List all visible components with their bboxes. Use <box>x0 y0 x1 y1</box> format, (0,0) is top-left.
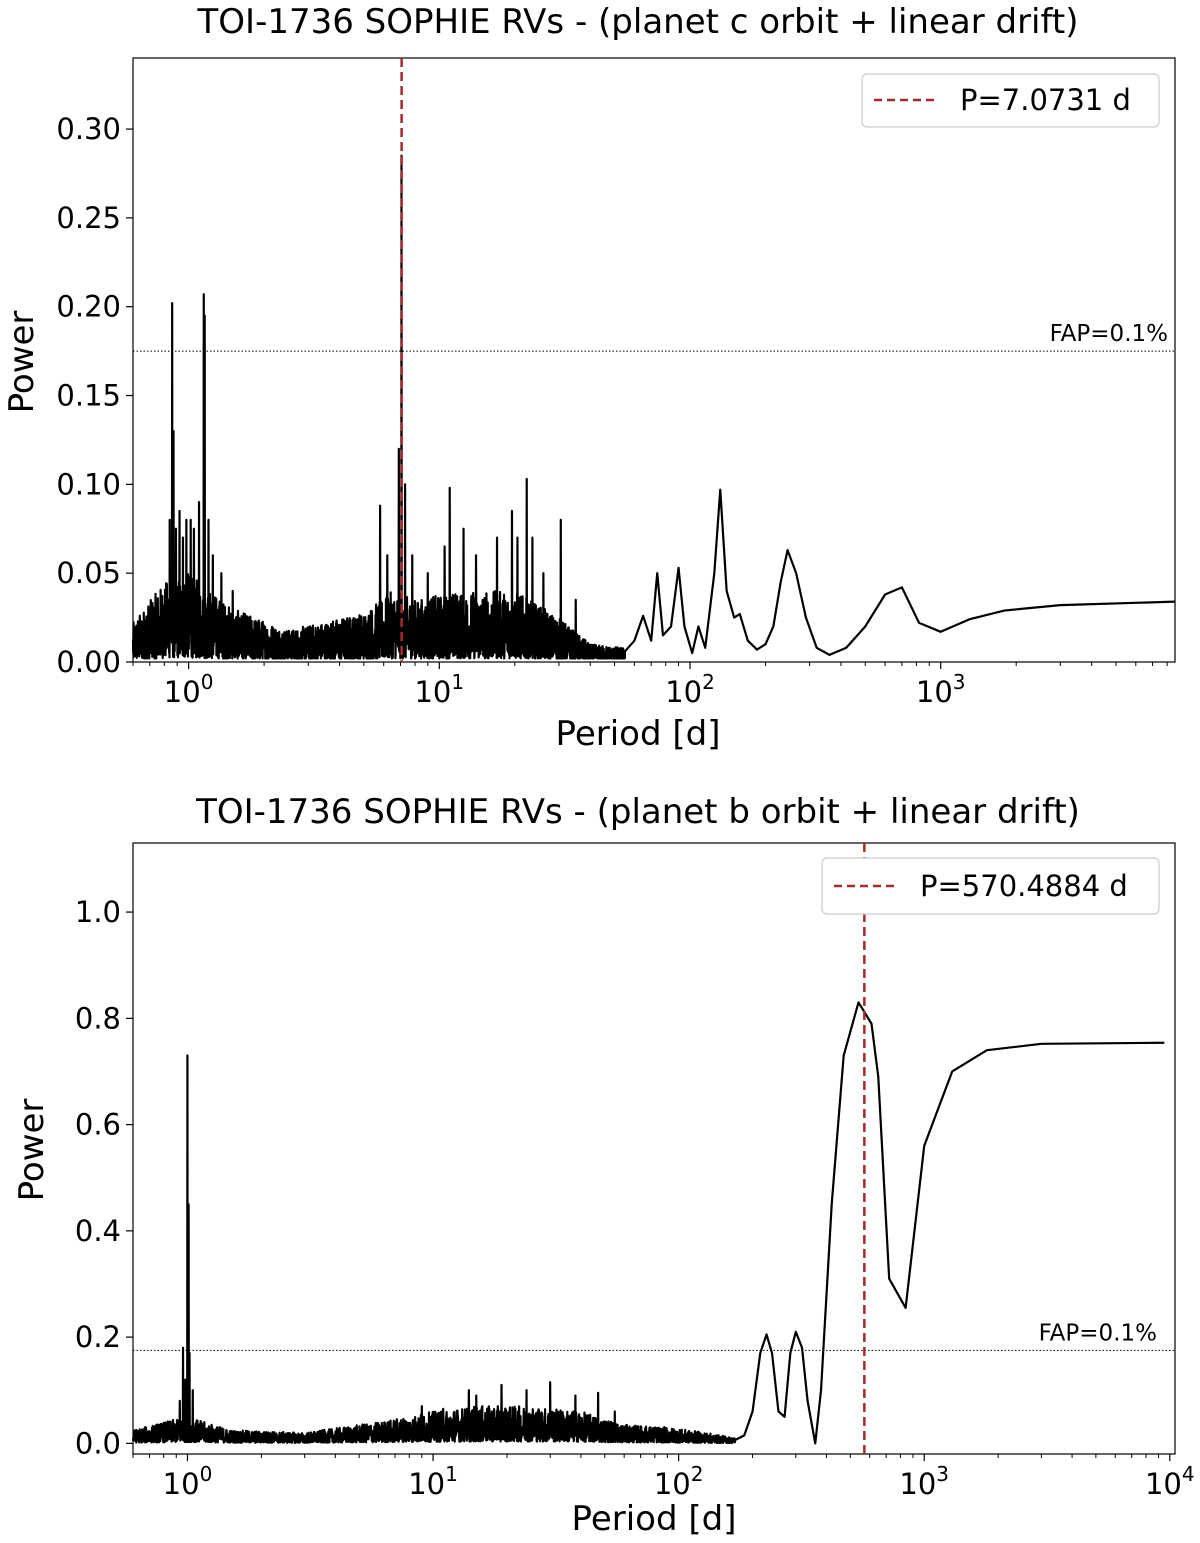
periodogram-line <box>131 154 1176 660</box>
legend-label: P=570.4884 d <box>920 869 1128 903</box>
x-tick-label: 103 <box>916 670 966 709</box>
y-tick-label: 0.15 <box>56 379 121 413</box>
fap-label: FAP=0.1% <box>1050 321 1168 347</box>
legend-label: P=7.0731 d <box>960 83 1131 117</box>
y-tick-label: 0.30 <box>56 112 121 146</box>
x-tick-label: 102 <box>654 1462 704 1501</box>
y-tick-label: 1.0 <box>75 895 121 929</box>
legend-box <box>861 73 1160 128</box>
plot-area <box>131 843 1175 1454</box>
y-tick-label: 0.0 <box>75 1426 121 1460</box>
y-axis-ticks: 0.0 0.2 0.4 0.6 0.8 1.0 <box>75 895 133 1460</box>
y-axis-label: Power <box>2 311 42 414</box>
y-tick-label: 0.25 <box>56 201 121 235</box>
x-tick-label: 104 <box>1145 1462 1195 1501</box>
y-tick-label: 0.20 <box>56 290 121 324</box>
panel-planet-b: TOI-1736 SOPHIE RVs - (planet b orbit + … <box>12 792 1195 1539</box>
x-tick-label: 100 <box>163 1462 213 1501</box>
y-axis-label: Power <box>12 1099 52 1202</box>
plot-area <box>131 58 1176 662</box>
legend-box <box>821 857 1160 915</box>
x-axis-ticks: 100 101 102 103 <box>132 662 1168 709</box>
fap-label: FAP=0.1% <box>1039 1320 1157 1346</box>
plot-frame <box>132 57 1176 663</box>
x-axis-label: Period [d] <box>556 714 721 754</box>
y-axis-ticks: 0.00 0.05 0.10 0.15 0.20 0.25 0.30 <box>56 112 133 679</box>
x-tick-label: 102 <box>665 670 715 709</box>
y-tick-label: 0.00 <box>56 645 121 679</box>
x-tick-label: 100 <box>164 670 214 709</box>
x-tick-label: 101 <box>414 670 464 709</box>
y-tick-label: 0.6 <box>75 1108 121 1142</box>
y-tick-label: 0.05 <box>56 556 121 590</box>
y-tick-label: 0.8 <box>75 1001 121 1035</box>
chart-title: TOI-1736 SOPHIE RVs - (planet c orbit + … <box>197 2 1079 42</box>
x-axis-label: Period [d] <box>572 1499 737 1539</box>
x-tick-label: 101 <box>408 1462 458 1501</box>
periodogram-line <box>131 1001 1165 1445</box>
legend: P=570.4884 d <box>821 857 1160 915</box>
x-axis-ticks: 100 101 102 103 104 <box>132 1454 1195 1501</box>
plot-frame <box>132 842 1176 1455</box>
y-tick-label: 0.2 <box>75 1320 121 1354</box>
x-tick-label: 103 <box>899 1462 949 1501</box>
legend: P=7.0731 d <box>861 73 1160 128</box>
y-tick-label: 0.10 <box>56 467 121 501</box>
y-tick-label: 0.4 <box>75 1214 121 1248</box>
panel-planet-c: TOI-1736 SOPHIE RVs - (planet c orbit + … <box>2 2 1176 754</box>
chart-title: TOI-1736 SOPHIE RVs - (planet b orbit + … <box>195 792 1080 832</box>
